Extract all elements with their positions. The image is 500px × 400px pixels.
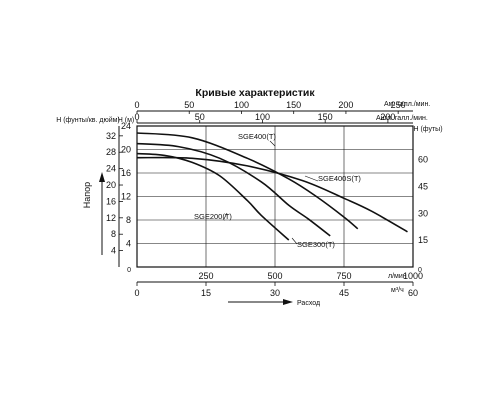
x-tick-label-usgpm: 0	[134, 100, 139, 110]
x-tick-label-ukgpm: 50	[195, 112, 205, 122]
curve-label-leader	[269, 140, 276, 147]
x-tick-label-ukgpm: 150	[318, 112, 333, 122]
x-axis-label-flow: Расход	[297, 300, 320, 307]
x-tick-label-m3h: 30	[270, 288, 280, 298]
pump-curves	[136, 132, 408, 241]
bottom-m3h-unit: м³/ч	[391, 287, 404, 294]
y-tick-label-ft: 15	[418, 235, 428, 245]
curve-labels: SGE400(T) SGE400S(T) SGE200(T) SGE300(T)	[194, 132, 361, 249]
left-m-unit: H (м)	[118, 117, 134, 124]
y-tick-label-ft: 30	[418, 208, 428, 218]
y-tick-label-psi: 20	[106, 180, 116, 190]
y-axis-label-head: Напор	[82, 182, 92, 208]
x-tick-label-ukgpm: 200	[380, 112, 395, 122]
x-tick-label-m3h: 0	[134, 288, 139, 298]
left-psi-unit: H (фунты/кв. дюйм)	[56, 116, 120, 124]
y-tick-label-m: 12	[121, 192, 131, 202]
x-tick-label-lpm: 500	[267, 271, 282, 281]
y-tick-label-psi: 24	[106, 164, 116, 174]
y-tick-label-psi: 28	[106, 147, 116, 157]
curve-label: SGE300(T)	[297, 240, 335, 249]
x-tick-label-m3h: 60	[408, 288, 418, 298]
curve-label: SGE400(T)	[238, 132, 276, 141]
x-tick-label-lpm: 750	[336, 271, 351, 281]
series-line-sge400t	[136, 132, 359, 230]
x-tick-label-ukgpm: 0	[134, 112, 139, 122]
up-arrow-icon	[99, 172, 105, 255]
series-line-sge300t	[136, 142, 331, 237]
series-line-sge400st	[136, 156, 408, 233]
y-tick-label-m: 16	[121, 168, 131, 178]
chart-title: Кривые характеристик	[195, 87, 315, 99]
y-tick-label-ft: 45	[418, 181, 428, 191]
series-line-sge200t	[136, 152, 290, 241]
x-tick-label-m3h: 45	[339, 288, 349, 298]
curve-label-leader	[304, 175, 319, 182]
x-tick-label-usgpm: 250	[391, 100, 406, 110]
y-tick-label-psi: 12	[106, 213, 116, 223]
y-tick-label-m: 8	[126, 215, 131, 225]
x-tick-label-usgpm: 100	[234, 100, 249, 110]
top-us-gpm-unit: Ам. галл./мин.	[384, 101, 430, 108]
x-tick-label-lpm: 250	[198, 271, 213, 281]
y-tick-label-m: 24	[121, 121, 131, 131]
right-arrow-icon	[228, 299, 293, 305]
curve-label: SGE400S(T)	[318, 174, 361, 183]
y-tick-label-m: 4	[126, 239, 131, 249]
y-tick-label-m: 20	[121, 145, 131, 155]
curve-label-leader	[291, 237, 298, 245]
right-ft-unit: H (футы)	[413, 126, 442, 133]
bottom-lpm-unit: л/мин	[388, 273, 407, 280]
curve-label-leader	[223, 212, 228, 220]
x-tick-label-usgpm: 200	[338, 100, 353, 110]
x-tick-label-usgpm: 50	[184, 100, 194, 110]
right-zero-label: 0	[418, 267, 422, 274]
x-tick-label-m3h: 15	[201, 288, 211, 298]
top-uk-gpm-unit: Англ. галл./мин.	[376, 115, 428, 122]
left-zero-label: 0	[127, 267, 131, 274]
x-tick-label-usgpm: 150	[286, 100, 301, 110]
y-tick-label-psi: 32	[106, 131, 116, 141]
x-tick-label-ukgpm: 100	[255, 112, 270, 122]
y-tick-label-psi: 8	[111, 229, 116, 239]
x-tick-label-lpm: 1000	[403, 271, 423, 281]
curve-label: SGE200(T)	[194, 212, 232, 221]
y-tick-label-psi: 16	[106, 196, 116, 206]
y-tick-label-ft: 60	[418, 155, 428, 165]
y-tick-label-psi: 4	[111, 246, 116, 256]
